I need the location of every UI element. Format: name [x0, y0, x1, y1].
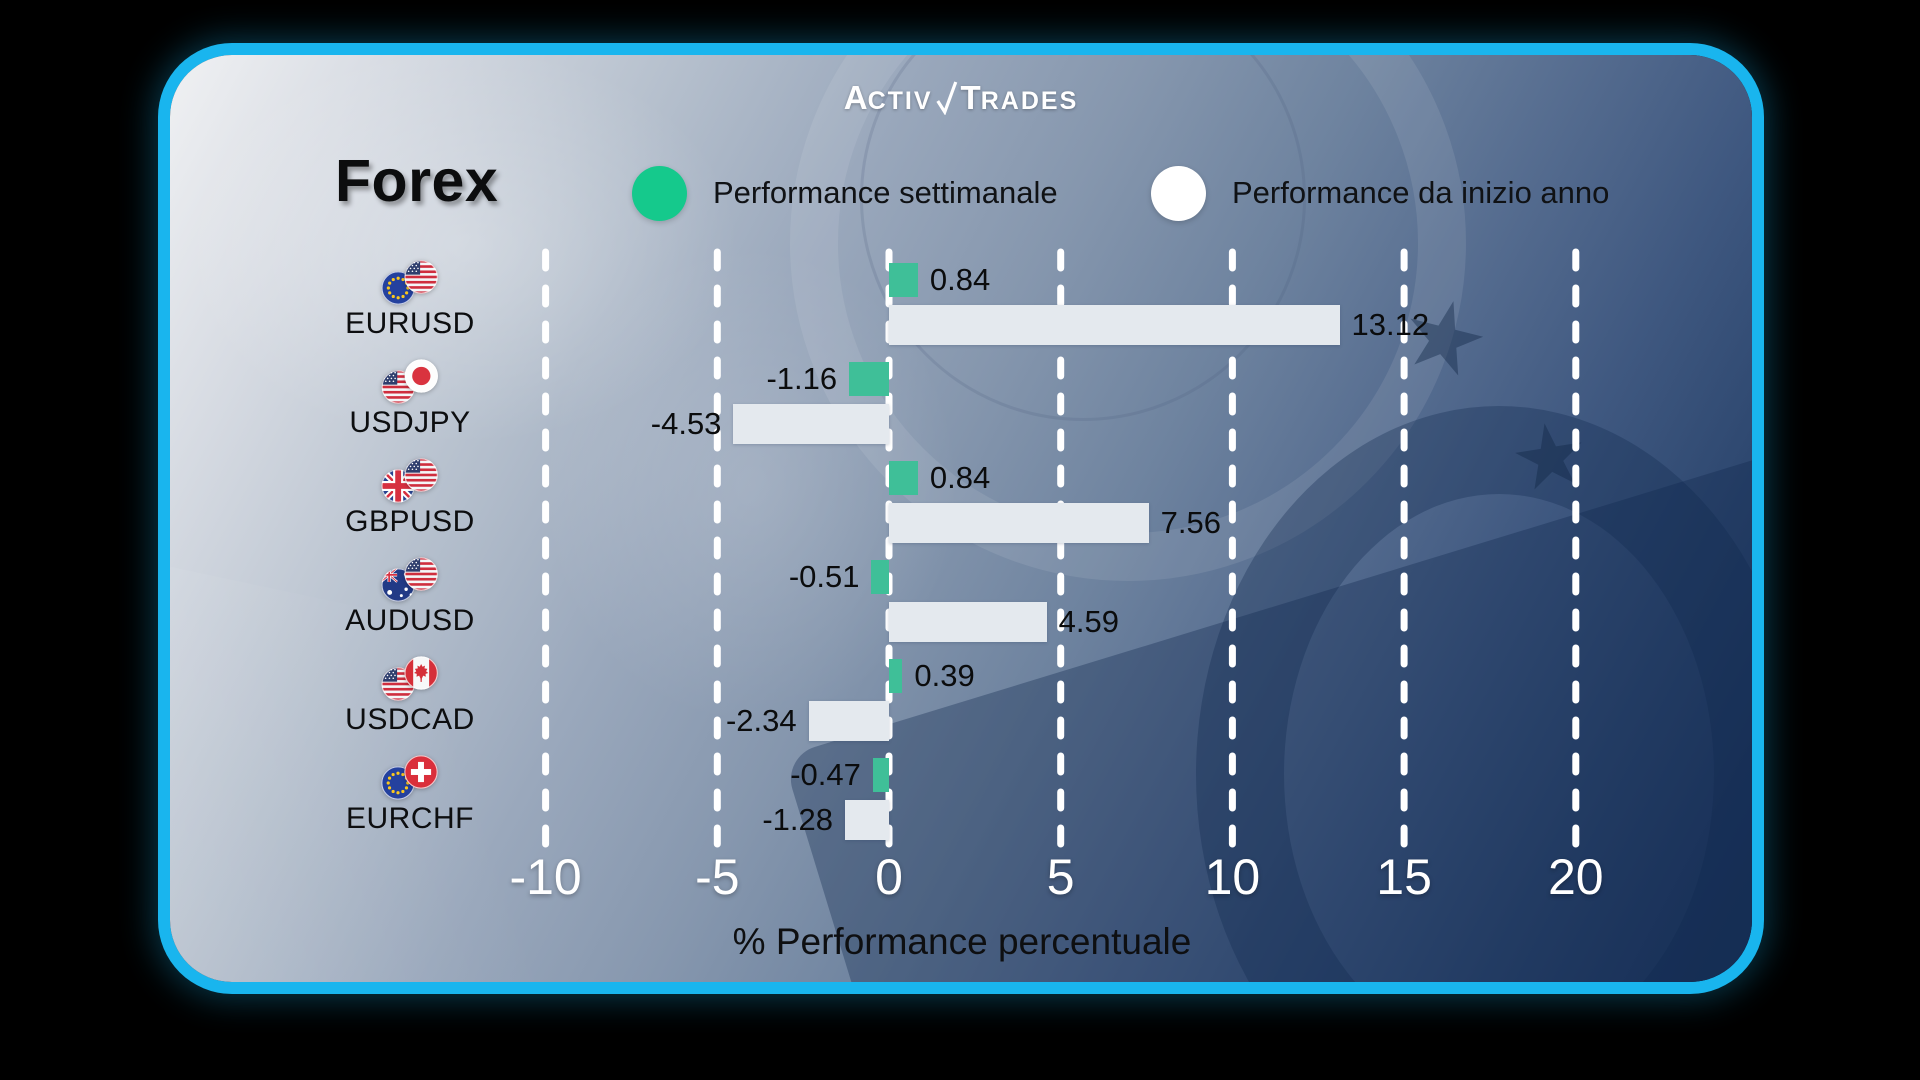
x-tick-5: 5 — [1046, 849, 1075, 905]
pair-name-EURCHF: EURCHF — [346, 801, 474, 835]
row-label-EURCHF: EURCHF — [346, 754, 474, 836]
flag-pair-USDJPY — [381, 358, 439, 405]
x-tick-15: 15 — [1376, 849, 1432, 905]
pair-name-EURUSD: EURUSD — [345, 306, 475, 340]
flag-us-icon — [404, 259, 438, 294]
bar-weekly-USDJPY — [849, 362, 889, 396]
value-ytd-GBPUSD: 7.56 — [1160, 504, 1221, 540]
value-ytd-EURCHF: -1.28 — [762, 801, 834, 837]
flag-pair-EURCHF — [381, 754, 439, 801]
bar-ytd-GBPUSD — [889, 502, 1149, 543]
bar-weekly-AUDUSD — [871, 560, 889, 594]
x-tick--10: -10 — [509, 849, 582, 905]
legend-dot-ytd-icon — [1151, 165, 1206, 221]
flag-pair-GBPUSD — [381, 457, 439, 504]
x-tick--5: -5 — [695, 849, 740, 905]
brand-logo: ACTIV TRADES — [844, 79, 1078, 120]
flag-pair-AUDUSD — [381, 556, 439, 603]
bar-ytd-AUDUSD — [889, 601, 1047, 642]
value-ytd-AUDUSD: 4.59 — [1058, 603, 1119, 639]
value-weekly-AUDUSD: -0.51 — [788, 559, 860, 594]
legend-label-weekly: Performance settimanale — [713, 175, 1058, 210]
pair-name-USDCAD: USDCAD — [345, 702, 475, 736]
pair-name-GBPUSD: GBPUSD — [345, 504, 475, 538]
row-label-GBPUSD: GBPUSD — [345, 457, 475, 539]
flag-pair-USDCAD — [381, 655, 439, 702]
bar-weekly-EURUSD — [889, 263, 918, 297]
value-weekly-USDCAD: 0.39 — [914, 658, 975, 693]
pair-name-AUDUSD: AUDUSD — [345, 603, 475, 637]
logo-trades: TRADES — [960, 79, 1079, 116]
value-weekly-EURUSD: 0.84 — [929, 262, 991, 297]
flag-us-icon — [404, 457, 438, 492]
legend-item-ytd: Performance da inizio anno — [1151, 165, 1609, 221]
flag-us-icon — [404, 556, 438, 591]
logo-radical-icon — [936, 81, 958, 115]
value-weekly-GBPUSD: 0.84 — [929, 460, 991, 495]
logo-activ: ACTIV — [843, 79, 933, 116]
legend-item-weekly: Performance settimanale — [632, 165, 1058, 221]
bar-ytd-USDCAD — [808, 700, 889, 741]
x-tick-0: 0 — [875, 849, 903, 905]
value-weekly-USDJPY: -1.16 — [766, 361, 838, 396]
value-ytd-EURUSD: 13.12 — [1351, 306, 1430, 342]
x-tick-10: 10 — [1204, 849, 1261, 905]
x-axis-title: % Performance percentuale — [732, 921, 1192, 962]
row-label-USDCAD: USDCAD — [345, 655, 475, 737]
infographic-card: ACTIV TRADES Forex Performance settimana… — [170, 55, 1752, 982]
row-label-EURUSD: EURUSD — [345, 259, 475, 341]
value-ytd-USDJPY: -4.53 — [650, 405, 722, 441]
value-ytd-USDCAD: -2.34 — [725, 702, 797, 738]
bar-ytd-EURUSD — [889, 304, 1340, 345]
bar-weekly-EURCHF — [872, 758, 889, 792]
legend-dot-weekly-icon — [632, 165, 687, 221]
flag-jp-icon — [404, 358, 438, 393]
flag-pair-EURUSD — [381, 259, 439, 306]
pair-name-USDJPY: USDJPY — [349, 405, 471, 439]
value-weekly-EURCHF: -0.47 — [790, 757, 861, 792]
bar-weekly-USDCAD — [889, 659, 903, 693]
legend-label-ytd: Performance da inizio anno — [1232, 175, 1610, 210]
flag-ca-icon — [404, 655, 438, 690]
bar-ytd-USDJPY — [733, 403, 889, 444]
row-label-USDJPY: USDJPY — [349, 358, 471, 440]
bar-weekly-GBPUSD — [889, 461, 918, 495]
row-label-AUDUSD: AUDUSD — [345, 556, 475, 638]
gridlines — [542, 248, 1580, 850]
page-title: Forex — [335, 148, 499, 214]
flag-ch-icon — [404, 754, 438, 789]
x-tick-20: 20 — [1547, 849, 1604, 905]
bar-ytd-EURCHF — [845, 799, 889, 840]
